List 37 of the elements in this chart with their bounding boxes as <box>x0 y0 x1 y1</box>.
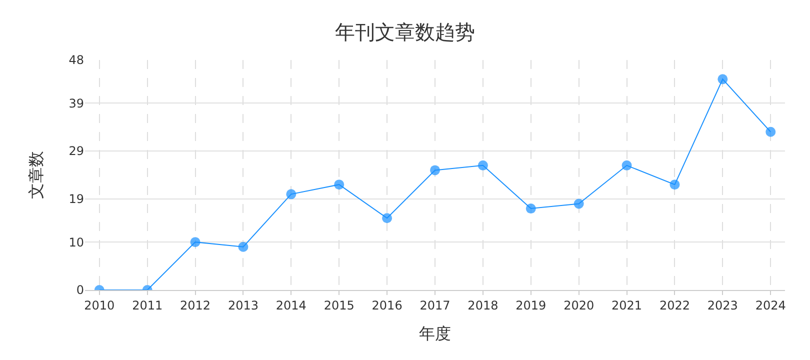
point <box>670 180 680 190</box>
point <box>478 160 488 170</box>
x-tick-label: 2014 <box>276 298 306 312</box>
point <box>238 242 248 252</box>
x-tick-label: 2015 <box>324 298 354 312</box>
x-tick-label: 2024 <box>755 298 786 312</box>
x-tick-label: 2012 <box>180 298 211 312</box>
x-tick-label: 2016 <box>372 298 402 312</box>
y-tick-label: 39 <box>68 96 84 110</box>
y-tick-label: 29 <box>68 144 84 158</box>
point <box>430 165 440 176</box>
chart-title: 年刊文章数趋势 <box>335 20 475 44</box>
point <box>190 237 200 248</box>
point <box>622 160 632 170</box>
point <box>382 213 392 224</box>
y-tick-label: 10 <box>68 235 84 250</box>
point <box>574 198 584 209</box>
point <box>334 180 344 190</box>
y-tick-label: 48 <box>68 53 84 68</box>
point <box>526 204 536 214</box>
y-tick-label: 0 <box>76 283 84 298</box>
x-tick-label: 2017 <box>420 298 450 312</box>
x-axis-title: 年度 <box>419 324 451 344</box>
x-tick-label: 2023 <box>707 298 738 312</box>
point <box>718 74 728 84</box>
x-tick-label: 2010 <box>84 298 115 312</box>
x-tick-label: 2013 <box>228 298 258 312</box>
point <box>766 126 776 137</box>
x-tick-label: 2011 <box>132 298 163 312</box>
x-tick-label: 2021 <box>612 298 642 312</box>
x-tick-label: 2019 <box>516 298 546 312</box>
x-tick-label: 2022 <box>659 298 690 312</box>
point <box>286 189 296 200</box>
x-tick-label: 2020 <box>564 298 594 312</box>
x-tick-label: 2018 <box>468 298 498 312</box>
y-axis-title: 文章数 <box>26 151 46 199</box>
y-tick-label: 19 <box>68 192 84 206</box>
